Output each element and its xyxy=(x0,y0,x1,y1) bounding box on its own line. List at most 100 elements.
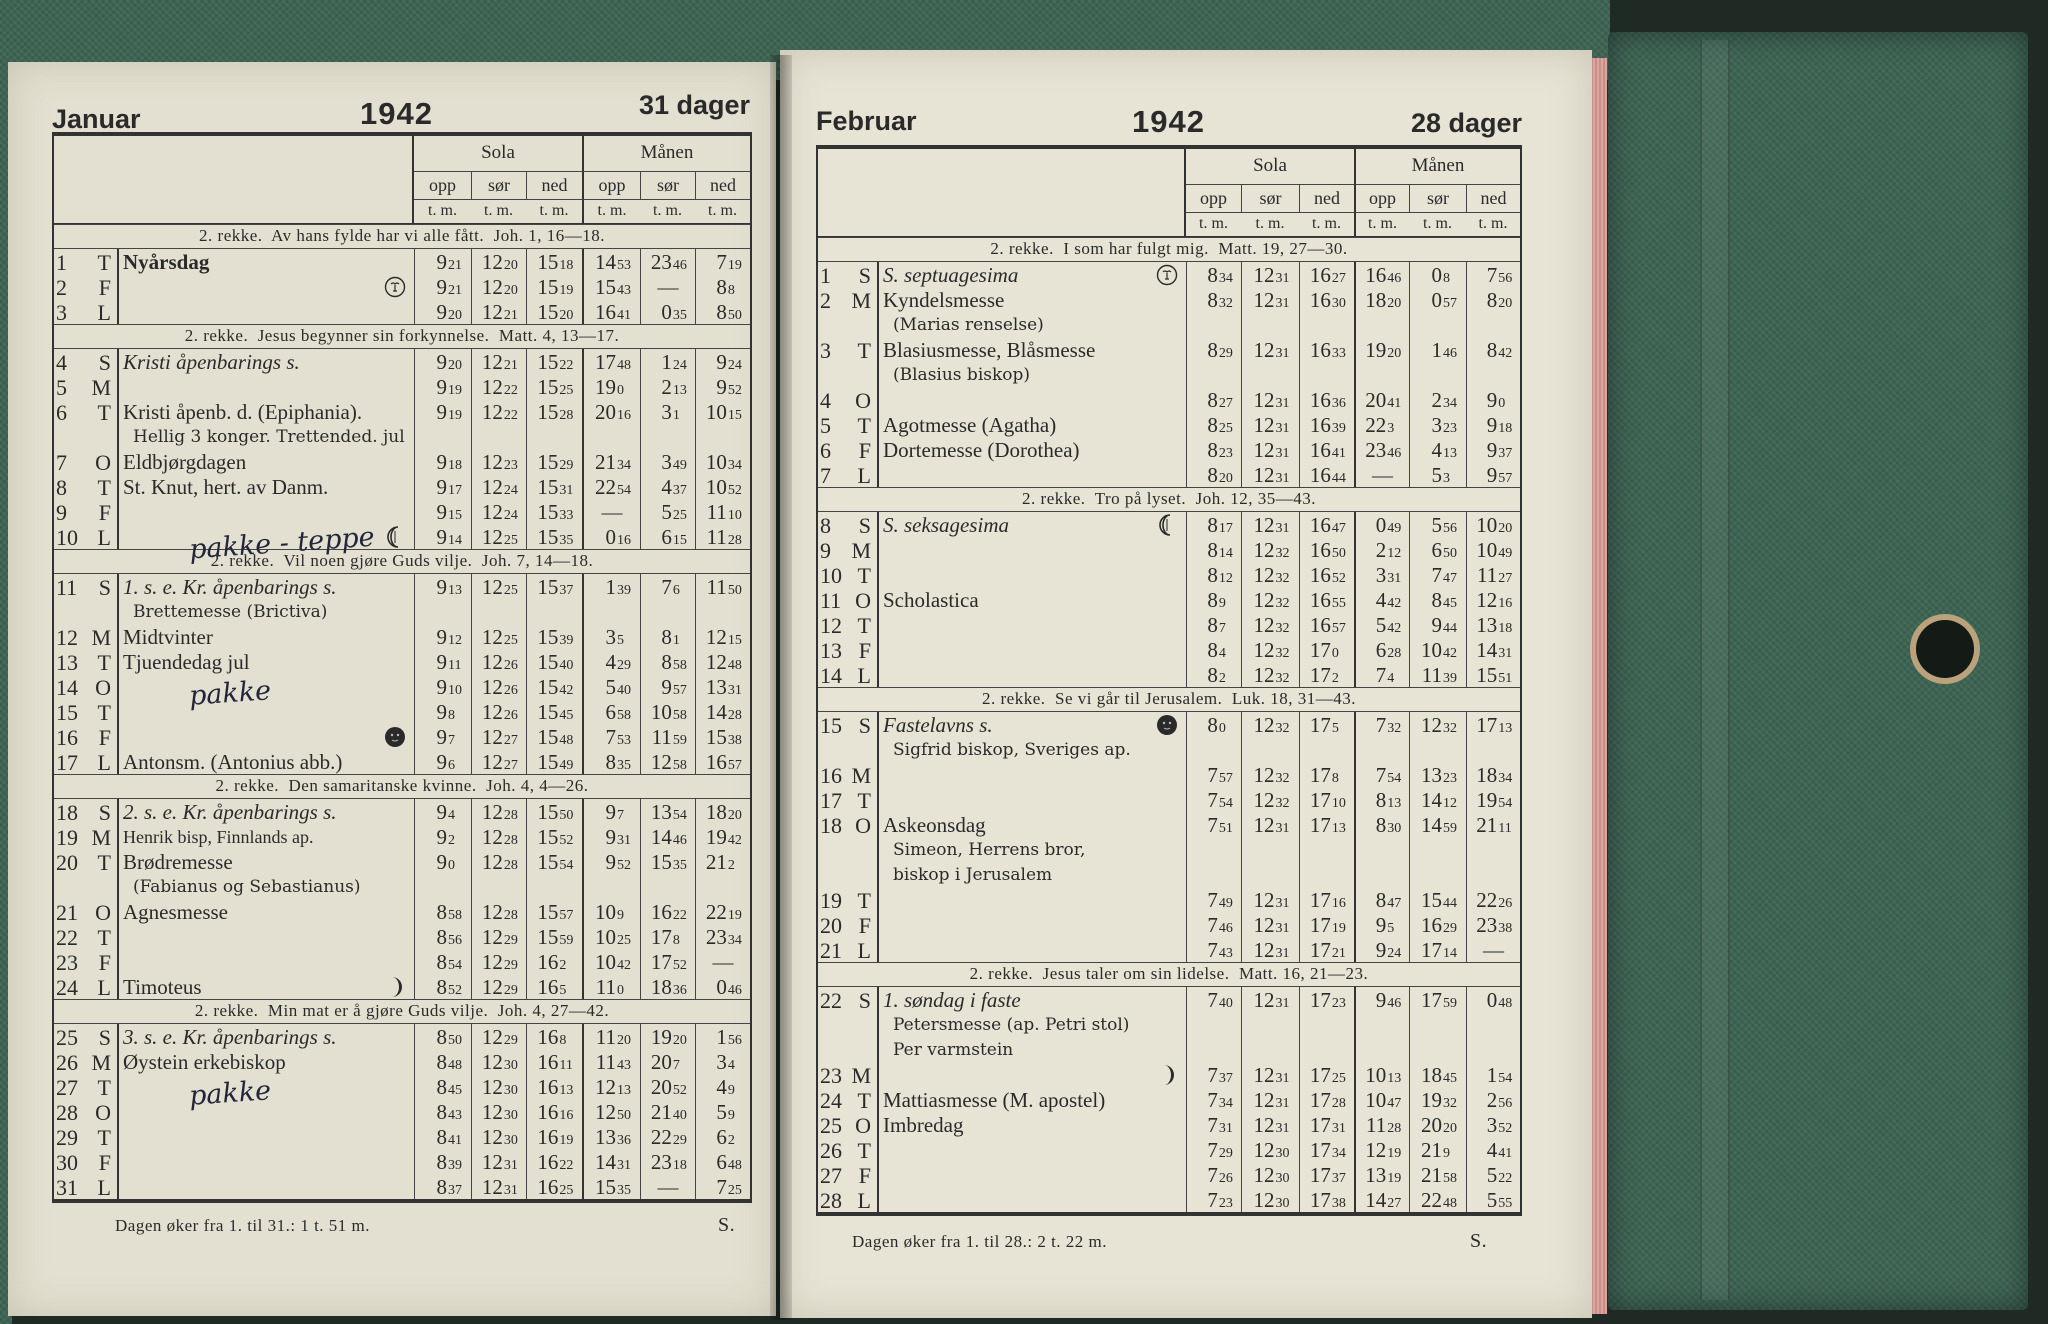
sun-time-ned: 1540 xyxy=(526,649,582,674)
day-number: 14 xyxy=(56,675,78,700)
day-number: 27 xyxy=(820,1163,842,1188)
weekday-letter: O xyxy=(95,675,111,700)
moon-time-ned: 1331 xyxy=(695,674,750,699)
day-number: 6 xyxy=(56,400,67,425)
moon-time-sør: 2020 xyxy=(1409,1112,1466,1137)
moon-time-ned: 046 xyxy=(695,974,750,999)
day-name-cell xyxy=(119,1149,414,1174)
moon-time-opp: 813 xyxy=(1354,787,1409,812)
sun-time-opp: 94 xyxy=(414,799,471,824)
moon-time-ned xyxy=(1466,362,1520,387)
sun-time-opp xyxy=(1186,837,1241,862)
sun-time-sør: 1231 xyxy=(1241,887,1299,912)
moon-time-opp: 1820 xyxy=(1354,287,1409,312)
moon-time-opp: 1042 xyxy=(582,949,640,974)
header-blank xyxy=(54,136,414,223)
sun-time-sør: 1230 xyxy=(471,1049,526,1074)
sun-time-sør: 1232 xyxy=(1241,662,1299,687)
sun-time-sør xyxy=(1241,737,1299,762)
moon-time-ned: 555 xyxy=(1466,1187,1520,1212)
sun-time-sør: 1231 xyxy=(1241,412,1299,437)
moon-time-ned: — xyxy=(695,949,750,974)
sun-time-sør: 1231 xyxy=(1241,937,1299,962)
moon-time-ned: 648 xyxy=(695,1149,750,1174)
day-name: Øystein erkebiskop xyxy=(123,1050,286,1074)
weekday-letter: T xyxy=(97,1075,111,1100)
day-number: 3 xyxy=(56,300,67,325)
day-number: 20 xyxy=(56,850,78,875)
moon-time-opp: 212 xyxy=(1354,537,1409,562)
day-row: 21 L 743 1231 1721 924 1714— xyxy=(818,937,1520,963)
sun-time-ned: 172 xyxy=(1299,662,1354,687)
moon-time-sør: 413 xyxy=(1409,437,1466,462)
book-gutter xyxy=(770,55,792,1320)
day-name-cell: Scholastica xyxy=(879,587,1186,612)
day-name-cell xyxy=(879,462,1186,487)
weekday-letter: M xyxy=(851,288,871,313)
weekday-letter: O xyxy=(95,900,111,925)
moon-time-opp: 540 xyxy=(582,674,640,699)
sun-time-opp: 729 xyxy=(1186,1137,1241,1162)
moon-time-sør: 1759 xyxy=(1409,987,1466,1012)
weekday-letter: F xyxy=(98,1150,111,1175)
moon-time-ned: 212 xyxy=(695,849,750,874)
day-name-cell: Mattiasmesse (M. apostel) xyxy=(879,1087,1186,1112)
time-unit-label: t. m. xyxy=(428,202,457,219)
day-name-cell: St. Knut, hert. av Danm. xyxy=(119,474,414,499)
sun-time-ned: 1622 xyxy=(526,1149,582,1174)
sun-time-opp: 98 xyxy=(414,699,471,724)
day-name: Mattiasmesse (M. apostel) xyxy=(883,1088,1106,1112)
day-row: 8 S S. seksagesima 817 1231 1647 049 556 1020 xyxy=(818,512,1520,538)
gospel-reading-row: 2. rekke. Jesus begynner sin forkynnelse… xyxy=(54,324,750,349)
day-row: 18 S 2. s. e. Kr. åpenbarings s. 94 1228 1550… xyxy=(54,799,750,825)
sun-time-opp: 852 xyxy=(414,974,471,999)
sun-group-header: Sola xyxy=(1186,149,1354,185)
sun-time-ned: 1650 xyxy=(1299,537,1354,562)
day-row: 23 F 854 1229 162 1042 1752— xyxy=(54,949,750,975)
day-row: 14 L 82 1232 172 74 1139 1551 xyxy=(818,662,1520,688)
moon-time-opp xyxy=(1354,837,1409,862)
sun-time-ned: 1531 xyxy=(526,474,582,499)
moon-time-sør xyxy=(640,424,695,449)
moon-time-opp: 95 xyxy=(1354,912,1409,937)
moon-time-sør: — xyxy=(640,274,695,299)
day-number: 21 xyxy=(820,938,842,963)
gospel-reading-row: 2. rekke. Av hans fylde har vi alle fått… xyxy=(54,224,750,249)
day-name-cell: Per varmstein xyxy=(879,1037,1186,1062)
moon-time-ned: 62 xyxy=(695,1124,750,1149)
day-name-cell xyxy=(119,274,414,299)
sun-time-opp xyxy=(1186,312,1241,337)
day-name: St. Knut, hert. av Danm. xyxy=(123,475,329,499)
sun-time-sør: 1224 xyxy=(471,474,526,499)
sun-time-opp: 910 xyxy=(414,674,471,699)
moon-time-ned xyxy=(695,424,750,449)
day-cell: 24 L xyxy=(54,974,119,1000)
sun-time-sør xyxy=(471,424,526,449)
note-text: (Marias renselse) xyxy=(893,315,1044,335)
moon-time-ned: 1150 xyxy=(695,574,750,599)
note-text: Brettemesse (Brictiva) xyxy=(133,602,328,622)
day-row: 16 F 97 1227 1548 753 1159 1538 xyxy=(54,724,750,750)
moon-time-sør xyxy=(1409,737,1466,762)
sun-time-ned: 1525 xyxy=(526,374,582,399)
sun-time-sør: 1231 xyxy=(1241,1112,1299,1137)
day-name-cell: Fastelavns s. xyxy=(879,712,1186,737)
weekday-letter: O xyxy=(95,450,111,475)
sun-time-ned: 1518 xyxy=(526,249,582,274)
sun-time-opp: 829 xyxy=(1186,337,1241,362)
moon-time-sør: 2346 xyxy=(640,249,695,274)
day-name-cell xyxy=(879,637,1186,662)
day-name-cell xyxy=(879,387,1186,412)
moon-col-ned: ned xyxy=(1466,185,1520,213)
weekday-letter: L xyxy=(97,300,111,325)
moon-time-sør: 2140 xyxy=(640,1099,695,1124)
moon-time-sør: 057 xyxy=(1409,287,1466,312)
sun-time-ned: 1529 xyxy=(526,449,582,474)
day-row: 2 F 921 1220 1519 1543—88 xyxy=(54,274,750,300)
sun-time-ned: 1641 xyxy=(1299,437,1354,462)
weekday-letter: T xyxy=(857,788,871,813)
day-number: 1 xyxy=(56,250,67,275)
weekday-letter: T xyxy=(97,400,111,425)
